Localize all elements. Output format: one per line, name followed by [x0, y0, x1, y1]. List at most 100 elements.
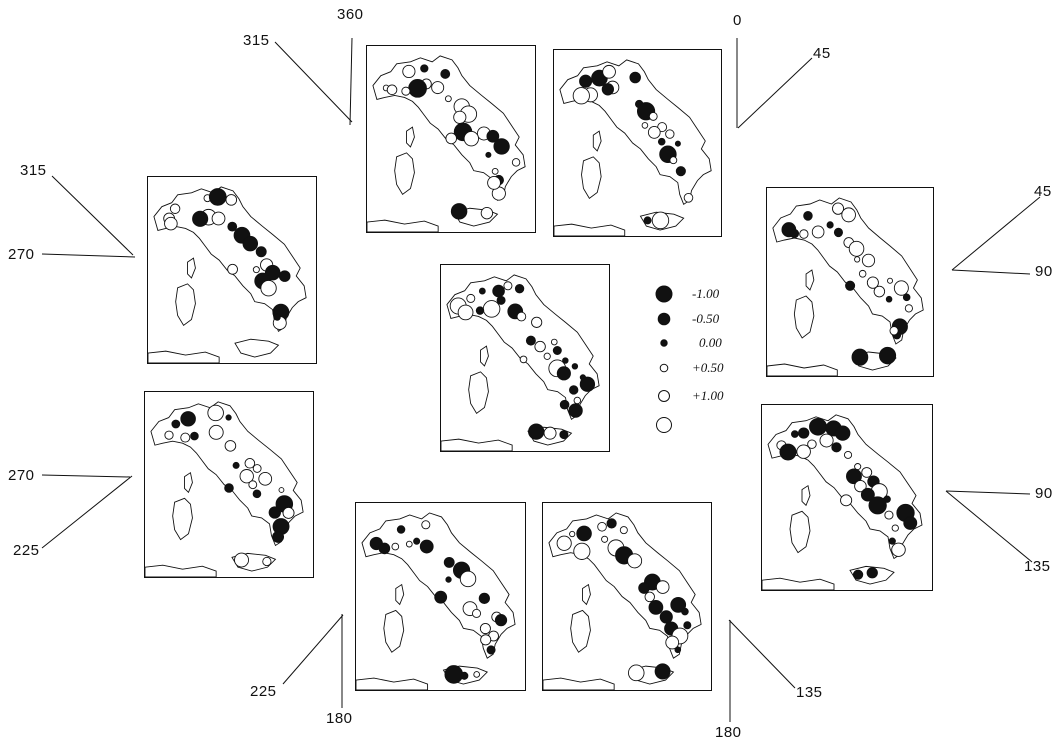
station-symbol-positive	[491, 167, 499, 175]
coastline-sardinia	[581, 156, 602, 200]
station-symbol-positive	[244, 458, 256, 469]
station-symbol-positive	[597, 521, 607, 532]
station-symbol-positive	[208, 424, 224, 440]
station-symbol-positive	[573, 396, 582, 405]
station-symbol-positive	[463, 131, 479, 147]
station-symbol-positive	[405, 540, 413, 548]
station-symbol-positive	[556, 535, 572, 551]
station-symbol-negative	[180, 411, 196, 427]
leader-315-top	[274, 41, 353, 123]
station-symbol-positive	[861, 253, 876, 268]
map-panel-center	[440, 264, 610, 452]
station-symbol-positive	[889, 326, 899, 336]
station-symbol-positive	[252, 266, 260, 274]
leader-270-upper	[41, 253, 136, 258]
coastline-mainland	[767, 414, 923, 560]
station-symbol-negative	[252, 489, 262, 499]
station-symbol-positive	[164, 430, 174, 440]
station-symbol-positive	[601, 535, 609, 543]
station-symbol-positive	[887, 277, 893, 284]
italy-map	[148, 186, 307, 363]
station-symbol-negative	[492, 284, 505, 298]
station-symbol-positive	[651, 211, 670, 230]
legend-symbols	[655, 285, 673, 433]
legend-label-1: -1.00	[692, 286, 720, 301]
leader-225-bottom	[282, 614, 344, 685]
station-symbol-positive	[402, 64, 416, 79]
station-symbol-negative	[192, 210, 209, 227]
station-symbol-positive	[401, 86, 411, 96]
station-symbol-negative	[569, 385, 579, 395]
station-symbol-positive	[602, 64, 616, 79]
map-panel-0	[553, 49, 722, 237]
station-symbol-positive	[466, 293, 476, 303]
station-symbol-negative	[606, 518, 617, 529]
coastline-mainland	[153, 186, 307, 333]
station-symbol-positive	[444, 95, 452, 103]
map-panel-90-135	[761, 404, 933, 591]
italy-map	[554, 59, 712, 236]
station-symbol-negative	[803, 210, 813, 221]
station-symbol-negative	[579, 74, 593, 88]
station-symbol-negative	[576, 525, 592, 542]
station-symbol-negative	[562, 357, 569, 364]
station-symbol-negative	[444, 665, 464, 684]
station-symbol-positive	[487, 175, 501, 190]
station-symbol-negative	[232, 461, 240, 469]
angle-label-180-right: 180	[715, 724, 742, 741]
angle-label-315-top: 315	[243, 32, 270, 49]
station-symbol-positive	[472, 608, 482, 618]
angle-label-90-lower: 90	[1035, 485, 1053, 502]
station-symbol-negative	[486, 645, 496, 655]
station-symbol-negative	[809, 417, 827, 436]
angle-label-225-left: 225	[13, 542, 40, 559]
station-symbol-positive	[258, 471, 273, 486]
station-symbol-positive	[832, 202, 845, 215]
station-symbol-negative	[408, 78, 427, 98]
station-symbol-positive	[665, 635, 680, 650]
legend-symbol-open-small	[659, 363, 669, 373]
coastline-sardinia	[394, 152, 415, 196]
station-symbol-negative	[674, 140, 681, 147]
station-symbol-negative	[272, 530, 285, 543]
station-symbol-positive	[854, 256, 861, 263]
station-symbol-positive	[641, 122, 649, 129]
station-symbol-negative	[494, 614, 508, 627]
station-symbol-positive	[648, 112, 658, 121]
leader-315-left	[51, 175, 134, 256]
station-symbol-positive	[519, 355, 528, 364]
station-symbol-positive	[239, 469, 254, 484]
station-symbol-negative	[242, 235, 259, 252]
station-symbol-positive	[473, 671, 481, 678]
station-symbol-positive	[799, 229, 809, 239]
station-symbol-negative	[559, 399, 570, 410]
station-symbol-negative	[255, 246, 267, 258]
station-symbol-positive	[252, 464, 262, 473]
angle-label-45-top: 45	[813, 45, 831, 62]
station-symbol-positive	[453, 110, 467, 124]
coastline-africa	[762, 577, 835, 590]
station-symbol-positive	[665, 129, 675, 139]
station-symbol-positive	[854, 480, 867, 493]
station-symbol-positive	[445, 132, 458, 145]
station-symbol-positive	[457, 304, 474, 321]
station-symbol-positive	[841, 207, 856, 223]
station-symbol-positive	[848, 240, 865, 257]
coastline-sicily	[849, 565, 895, 585]
station-symbol-positive	[572, 87, 590, 105]
coastline-corsica	[187, 257, 196, 279]
station-symbol-negative	[831, 442, 842, 453]
angle-label-90-upper: 90	[1035, 263, 1053, 280]
coastline-sardinia	[383, 609, 405, 653]
station-symbol-negative	[568, 403, 583, 418]
station-symbol-negative	[879, 346, 897, 365]
station-symbol-negative	[460, 671, 469, 680]
coastline-mainland	[372, 55, 526, 202]
station-symbol-positive	[861, 467, 873, 478]
station-symbol-negative	[579, 376, 596, 392]
station-symbol-positive	[543, 352, 551, 360]
station-symbol-positive	[569, 530, 576, 538]
coastline-mainland	[772, 197, 924, 345]
map-panel-180-225	[355, 502, 526, 691]
